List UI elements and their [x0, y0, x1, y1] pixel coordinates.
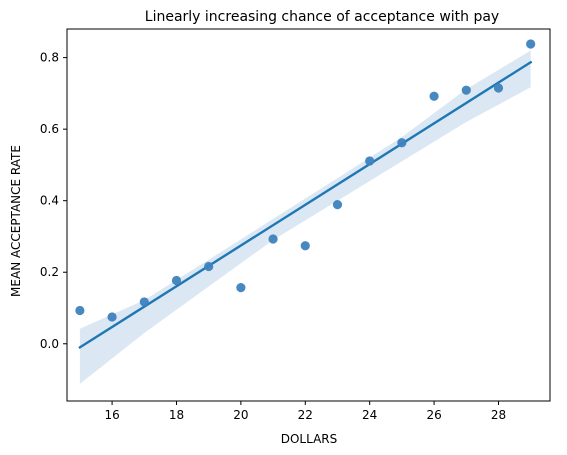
x-tick-label: 22	[298, 408, 313, 422]
data-point	[526, 39, 536, 49]
x-axis-label: DOLLARS	[281, 432, 338, 446]
axes-frame	[66, 28, 551, 402]
plot-area	[75, 39, 536, 384]
y-tick-label: 0.4	[40, 194, 59, 208]
data-point	[204, 261, 214, 272]
data-point	[139, 297, 149, 307]
y-axis-label: MEAN ACCEPTANCE RATE	[9, 145, 23, 297]
x-tick-label: 26	[426, 408, 441, 422]
chart-title: Linearly increasing chance of acceptance…	[145, 9, 499, 25]
x-tick-label: 16	[104, 408, 119, 422]
regression-line	[78, 60, 533, 350]
x-tick-label: 20	[233, 408, 248, 422]
data-point	[397, 138, 407, 148]
data-point	[429, 91, 439, 101]
data-point	[461, 85, 471, 95]
data-point	[236, 283, 246, 293]
axes: 16 18 20 22 24 26 28 0.0 0.2 0.4 0.6 0.8	[40, 28, 551, 422]
data-point	[268, 234, 278, 244]
data-point	[75, 305, 85, 316]
data-point	[171, 275, 182, 286]
x-tick-label: 24	[362, 408, 377, 422]
y-tick-label: 0.8	[40, 51, 59, 65]
data-point	[107, 312, 117, 322]
data-point	[365, 156, 375, 166]
y-tick-label: 0.0	[40, 337, 59, 351]
data-point	[332, 200, 343, 210]
y-tick-label: 0.2	[40, 265, 59, 279]
x-tick-label: 28	[491, 408, 506, 422]
data-point	[493, 83, 504, 93]
x-tick-label: 18	[169, 408, 184, 422]
y-tick-label: 0.6	[40, 122, 59, 136]
data-point	[300, 241, 310, 251]
